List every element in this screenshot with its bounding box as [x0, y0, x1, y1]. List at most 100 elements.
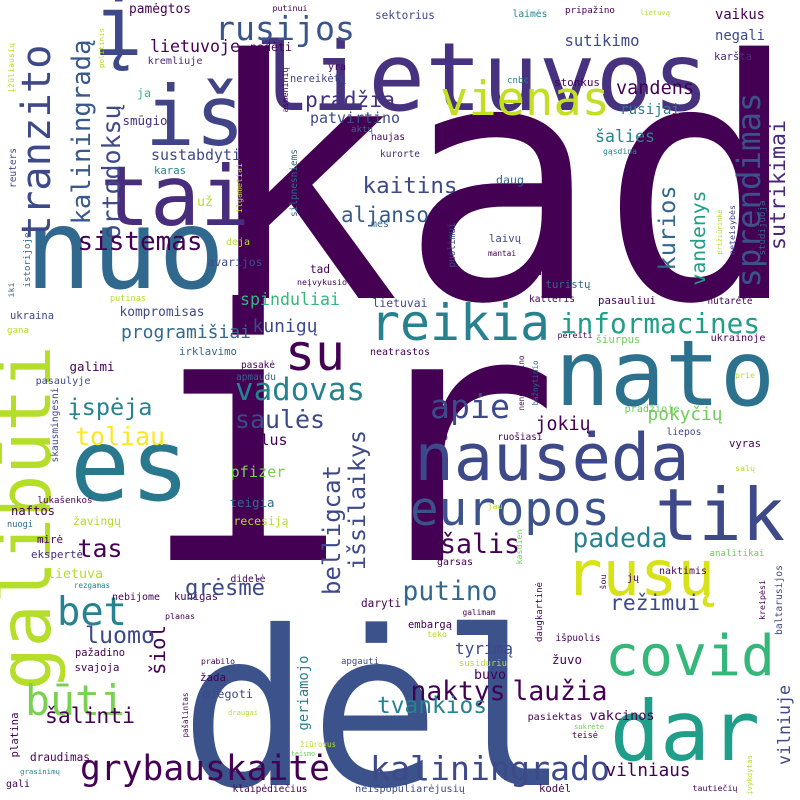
word: ukrainoje: [711, 333, 766, 344]
word: tai: [100, 148, 250, 245]
word: gali: [6, 779, 30, 790]
word: šou: [598, 575, 608, 590]
word: iki: [6, 283, 16, 298]
word: padėti: [250, 40, 292, 54]
word: baltarusijos: [774, 565, 785, 635]
word: daugkartinė: [535, 582, 545, 642]
word: mes: [371, 219, 389, 230]
word: nuogi: [7, 520, 33, 530]
word: avarijos: [208, 255, 263, 269]
word: svajoja: [75, 661, 120, 674]
word: įspėja: [68, 393, 153, 421]
word: rezgamas: [74, 581, 110, 590]
word: sukrėtė: [574, 722, 604, 731]
word: luomo: [85, 622, 155, 649]
word: kurios: [653, 186, 681, 271]
word: vilniuje: [775, 685, 794, 765]
word: dėl: [180, 585, 570, 800]
word: lietuva: [47, 567, 103, 582]
word: ilgametiai: [234, 163, 244, 213]
word: irklavimo: [179, 345, 237, 358]
word: įvykdytas: [745, 755, 754, 795]
word: šalinti: [45, 704, 135, 729]
word: vandenys: [687, 191, 710, 286]
word: smūgio: [123, 113, 168, 128]
word: nenudžiugino: [517, 355, 526, 410]
word: patvirtino: [310, 109, 400, 127]
word: pokyčių: [648, 404, 723, 425]
word: tas: [78, 534, 123, 563]
word: aktų: [351, 125, 373, 135]
word: už: [197, 194, 213, 210]
word: vyras: [729, 437, 761, 450]
word: daryti: [361, 597, 401, 610]
word: sprendimas: [730, 93, 768, 288]
word: prabilo: [201, 657, 235, 666]
word: neteisybės: [727, 205, 737, 255]
word: kompromisas: [120, 305, 205, 320]
word: su: [285, 324, 345, 382]
word: šiurpus: [596, 333, 641, 346]
word: programišiai: [121, 322, 251, 343]
word: lukašenkos: [38, 495, 93, 506]
word: pereiti: [558, 330, 593, 340]
word: į: [93, 0, 143, 75]
word: ruošiasi: [498, 432, 543, 443]
word: žuvo: [552, 652, 582, 667]
word: sutikimo: [565, 32, 640, 50]
word: apie: [430, 387, 510, 426]
word: embargą: [408, 619, 452, 631]
word: ukraina: [10, 310, 54, 322]
word: grasinimų: [20, 767, 61, 776]
word: neišpopuliarėjusių: [355, 783, 465, 795]
word: jų: [627, 573, 639, 584]
word: negali: [715, 28, 765, 44]
word: prižiūrinkė: [716, 209, 724, 254]
word: prie: [735, 370, 755, 380]
word: galibūti: [0, 346, 67, 691]
word: buvo: [474, 668, 506, 683]
word: reikia: [370, 294, 550, 352]
word: naktimis: [659, 566, 707, 577]
word: europos: [410, 482, 610, 537]
word: teroro: [416, 433, 448, 443]
word: karšta: [714, 51, 752, 63]
word: žada: [200, 671, 226, 684]
word: putinui: [273, 3, 308, 13]
word: kad: [200, 0, 800, 377]
word: ne: [538, 260, 558, 279]
word: ortodoksų: [97, 105, 126, 240]
word: cnbc: [507, 76, 529, 86]
word: vandens: [616, 78, 694, 99]
word: toliau: [75, 422, 165, 451]
word: naftos: [11, 504, 55, 518]
word: teismo: [291, 750, 315, 758]
word: neįvykusio: [297, 277, 347, 287]
word: kaliningrado: [370, 749, 610, 788]
word: stonkus: [554, 76, 600, 89]
word: rusijai: [620, 102, 680, 118]
word: apgauti: [341, 657, 379, 667]
word: belligcat: [318, 465, 346, 595]
word: teigia: [230, 495, 275, 510]
word: lietuvos: [255, 23, 710, 133]
word: nereikėtų: [290, 73, 347, 85]
word: kodėl: [539, 782, 571, 795]
word: neatrastos: [370, 347, 430, 358]
word: pasiektas: [528, 712, 583, 723]
word: mirė: [37, 533, 63, 546]
word: planas: [165, 611, 195, 621]
word: pfizer: [231, 463, 286, 481]
word: garsas: [437, 557, 473, 568]
word: vaikus: [715, 7, 765, 23]
word: įžūliausių: [6, 43, 16, 93]
word: reuters: [8, 148, 19, 188]
word: gąsdina: [603, 147, 637, 156]
word: pamėgtos: [129, 2, 191, 17]
word: tad: [310, 263, 330, 276]
word: naktys: [411, 677, 506, 707]
word: turistų: [546, 278, 592, 291]
word: grybauskaitė: [80, 749, 330, 789]
word: karas: [154, 164, 186, 177]
